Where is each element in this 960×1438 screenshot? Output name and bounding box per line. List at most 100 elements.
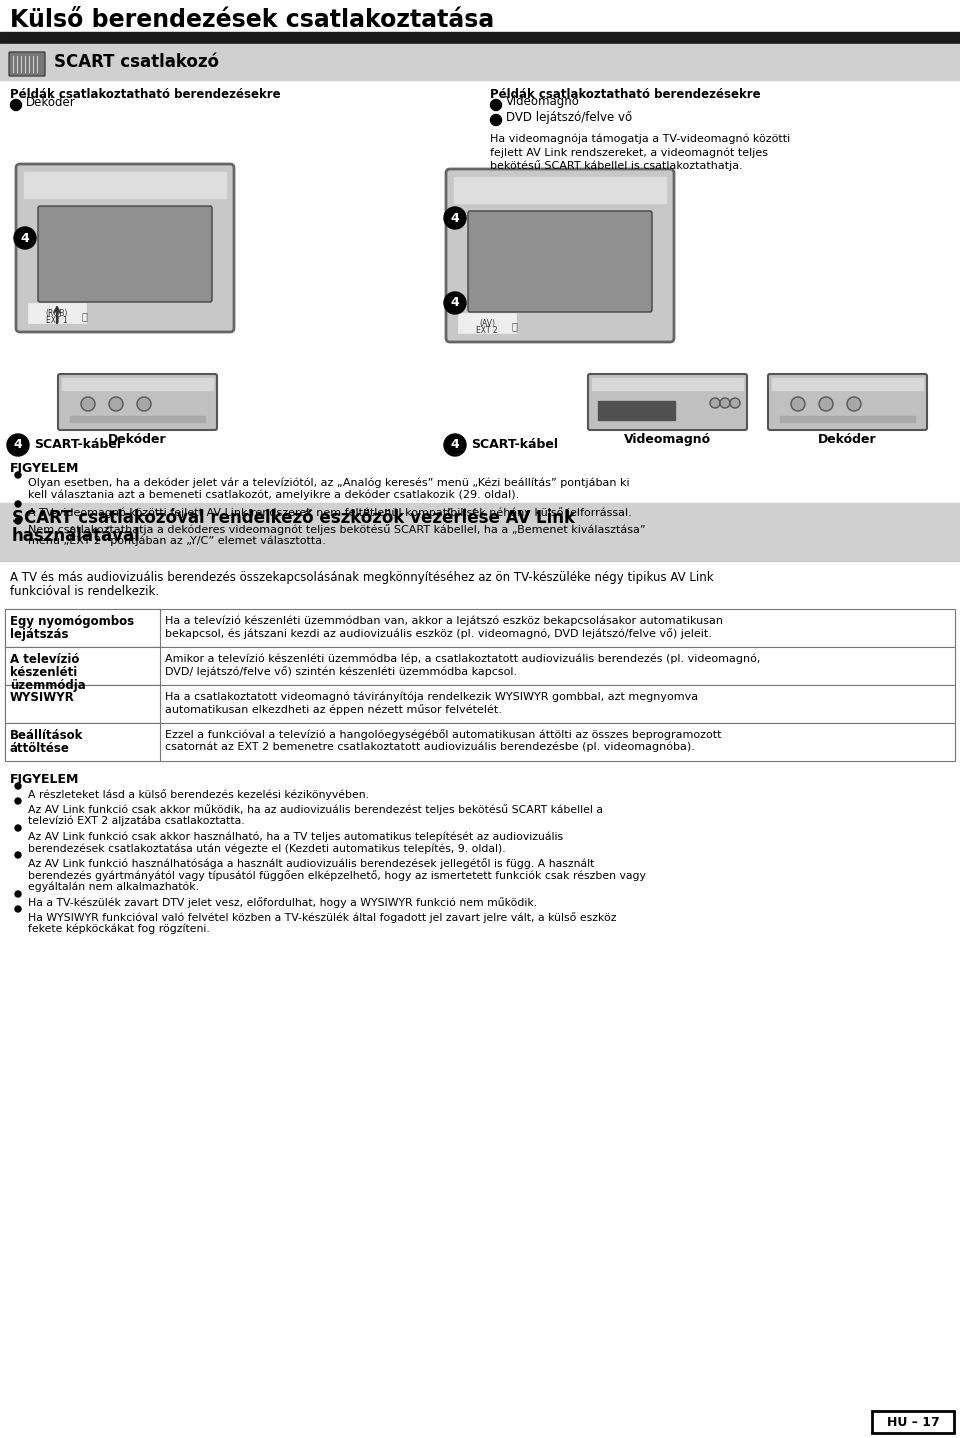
Text: Az AV Link funkció csak akkor használható, ha a TV teljes automatikus telepítésé: Az AV Link funkció csak akkor használhat… (28, 831, 564, 841)
Circle shape (720, 398, 730, 408)
Text: berendezések csatlakoztatása után végezte el (Kezdeti automatikus telepítés, 9. : berendezések csatlakoztatása után végezt… (28, 843, 506, 854)
Circle shape (15, 472, 21, 477)
Text: Ha WYSIWYR funkcióval való felvétel közben a TV-készülék által fogadott jel zava: Ha WYSIWYR funkcióval való felvétel közb… (28, 912, 616, 923)
Bar (772, 378, 923, 390)
Bar (458, 313, 516, 334)
Text: Dekóder: Dekóder (26, 95, 76, 108)
Text: Példák csatlakoztatható berendezésekre: Példák csatlakoztatható berendezésekre (10, 88, 280, 101)
Text: Külső berendezések csatlakoztatása: Külső berendezések csatlakoztatása (10, 9, 494, 32)
Text: A TV-videomagnó közötti fejlett AV Link rendszerek nem feltétlenül kompatibilise: A TV-videomagnó közötti fejlett AV Link … (28, 508, 632, 518)
Text: automatikusan elkezdheti az éppen nézett műsor felvételét.: automatikusan elkezdheti az éppen nézett… (165, 705, 502, 715)
FancyBboxPatch shape (446, 170, 674, 342)
Circle shape (11, 99, 21, 111)
Bar (598, 401, 675, 420)
Text: Példák csatlakoztatható berendezésekre: Példák csatlakoztatható berendezésekre (490, 88, 760, 101)
Text: Ha videomagnója támogatja a TV-videomagnó közötti: Ha videomagnója támogatja a TV-videomagn… (490, 134, 790, 144)
Text: Olyan esetben, ha a dekóder jelet vár a televíziótól, az „Analóg keresés” menü „: Olyan esetben, ha a dekóder jelet vár a … (28, 477, 630, 489)
Circle shape (730, 398, 740, 408)
Bar (5, 647, 160, 684)
Bar (5, 610, 955, 647)
Text: 4: 4 (20, 232, 30, 244)
Text: lejátszás: lejátszás (10, 628, 68, 641)
Text: SCART-kábel: SCART-kábel (471, 439, 558, 452)
Text: egyáltalán nem alkalmazhatók.: egyáltalán nem alkalmazhatók. (28, 881, 199, 893)
Circle shape (444, 292, 466, 313)
Circle shape (15, 892, 21, 897)
Text: A TV és más audiovizuális berendezés összekapcsolásának megkönnyítéséhez az ön T: A TV és más audiovizuális berendezés öss… (10, 571, 713, 584)
Bar (872, 1411, 954, 1434)
Text: SCART-kábel: SCART-kábel (34, 439, 121, 452)
Text: Dekóder: Dekóder (818, 433, 876, 446)
Text: WYSIWYR: WYSIWYR (10, 692, 75, 705)
Text: berendezés gyártmányától vagy típusától függően elképzelhető, hogy az ismertetet: berendezés gyártmányától vagy típusától … (28, 870, 646, 881)
Circle shape (819, 397, 833, 411)
Text: DVD lejátszó/felve vő: DVD lejátszó/felve vő (506, 111, 632, 124)
Bar (5, 684, 160, 723)
Text: EXT 1: EXT 1 (46, 316, 68, 325)
Bar (5, 647, 955, 684)
Text: Beállítások: Beállítások (10, 729, 84, 742)
Text: használatával: használatával (12, 526, 141, 545)
Text: menü „EXT 2” pontjában az „Y/C” elemet választotta.: menü „EXT 2” pontjában az „Y/C” elemet v… (28, 536, 325, 546)
Circle shape (491, 115, 501, 125)
Bar (454, 177, 666, 203)
Text: Videomagnó: Videomagnó (506, 95, 580, 108)
Circle shape (444, 207, 466, 229)
Text: televízió EXT 2 aljzatába csatlakoztatta.: televízió EXT 2 aljzatába csatlakoztatta… (28, 815, 245, 827)
Text: A televízió: A televízió (10, 653, 80, 666)
Circle shape (137, 397, 151, 411)
Text: (AV): (AV) (479, 319, 495, 328)
FancyBboxPatch shape (468, 211, 652, 312)
Bar (0, 503, 960, 561)
Text: DVD/ lejátszó/felve vő) szintén készenléti üzemmódba kapcsol.: DVD/ lejátszó/felve vő) szintén készenlé… (165, 666, 517, 677)
Text: FIGYELEM: FIGYELEM (10, 774, 80, 787)
Text: Dekóder: Dekóder (108, 433, 166, 446)
Circle shape (15, 500, 21, 508)
Text: (RGB): (RGB) (46, 309, 68, 318)
Text: A részleteket lásd a külső berendezés kezelési kézikönyvében.: A részleteket lásd a külső berendezés ke… (28, 789, 369, 800)
Text: csatornát az EXT 2 bemenetre csatlakoztatott audiovizuális berendezésbe (pl. vid: csatornát az EXT 2 bemenetre csatlakozta… (165, 742, 695, 752)
Circle shape (15, 784, 21, 789)
Circle shape (14, 227, 36, 249)
Text: Ha a TV-készülék zavart DTV jelet vesz, előfordulhat, hogy a WYSIWYR funkció nem: Ha a TV-készülék zavart DTV jelet vesz, … (28, 897, 538, 907)
FancyBboxPatch shape (38, 206, 212, 302)
FancyBboxPatch shape (588, 374, 747, 430)
Text: FIGYELEM: FIGYELEM (10, 462, 80, 475)
Bar (62, 378, 213, 390)
Text: EXT 2: EXT 2 (476, 326, 498, 335)
Circle shape (791, 397, 805, 411)
Text: ⚿: ⚿ (82, 311, 88, 321)
Text: Nem csatlakoztathatja a dekóderes videomagnót teljes bekötésű SCART kábellel, ha: Nem csatlakoztathatja a dekóderes videom… (28, 523, 646, 535)
Bar (780, 416, 915, 421)
Bar (592, 378, 743, 390)
Text: fejlett AV Link rendszereket, a videomagnót teljes: fejlett AV Link rendszereket, a videomag… (490, 147, 768, 158)
Text: üzemmódja: üzemmódja (10, 679, 85, 692)
Text: Amikor a televízió készenléti üzemmódba lép, a csatlakoztatott audiovizuális ber: Amikor a televízió készenléti üzemmódba … (165, 653, 760, 663)
Text: készenléti: készenléti (10, 666, 77, 679)
Text: Ha a televízió készenléti üzemmódban van, akkor a lejátszó eszköz bekapcsolásako: Ha a televízió készenléti üzemmódban van… (165, 615, 723, 626)
Bar (28, 303, 86, 324)
Bar (5, 684, 955, 723)
Text: HU – 17: HU – 17 (887, 1415, 940, 1428)
Text: SCART csatlakozóval rendelkező eszközök vezérlése AV Link: SCART csatlakozóval rendelkező eszközök … (12, 509, 575, 526)
Text: kell választania azt a bemeneti csatlakozót, amelyikre a dekóder csatlakozik (29: kell választania azt a bemeneti csatlako… (28, 490, 519, 500)
Text: Az AV Link funkció használhatósága a használt audiovizuális berendezések jellegé: Az AV Link funkció használhatósága a has… (28, 858, 594, 869)
Text: 4: 4 (450, 211, 460, 224)
FancyBboxPatch shape (9, 52, 45, 76)
Text: ⚿: ⚿ (512, 321, 517, 331)
Circle shape (847, 397, 861, 411)
Bar (70, 416, 205, 421)
Circle shape (710, 398, 720, 408)
Circle shape (109, 397, 123, 411)
FancyBboxPatch shape (16, 164, 234, 332)
Text: Ha a csatlakoztatott videomagnó távirányítója rendelkezik WYSIWYR gombbal, azt m: Ha a csatlakoztatott videomagnó távirány… (165, 692, 698, 702)
Text: 4: 4 (13, 439, 22, 452)
Circle shape (81, 397, 95, 411)
Circle shape (15, 798, 21, 804)
Circle shape (15, 825, 21, 831)
Bar (0, 32, 960, 43)
FancyBboxPatch shape (58, 374, 217, 430)
Text: Egy nyomógombos: Egy nyomógombos (10, 615, 134, 628)
Text: fekete képköckákat fog rögzíteni.: fekete képköckákat fog rögzíteni. (28, 925, 209, 935)
Text: Az AV Link funkció csak akkor működik, ha az audiovizuális berendezést teljes be: Az AV Link funkció csak akkor működik, h… (28, 804, 603, 815)
